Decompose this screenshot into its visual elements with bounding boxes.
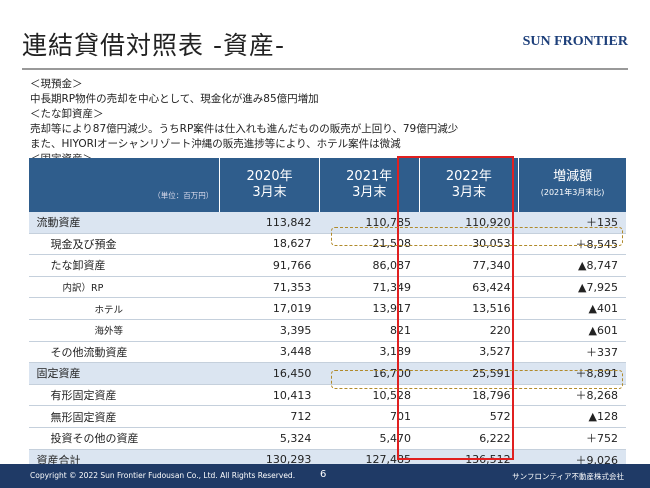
header-line: 増減額 <box>553 169 593 184</box>
dashed-box <box>331 370 623 389</box>
logo: SUN FRONTIER <box>522 34 628 49</box>
cell: 821 <box>319 319 420 342</box>
dashed-box <box>331 227 623 246</box>
note-text: 中長期RP物件の売却を中心として、現金化が進み85億円増加 <box>30 93 319 105</box>
cell: 701 <box>319 405 420 428</box>
cell: 17,019 <box>219 297 320 320</box>
footer: Copyright © 2022 Sun Frontier Fudousan C… <box>0 464 650 488</box>
note: また、HIYORIオーシャンリゾート沖縄の販売進捗等により、ホテル案件は微減 <box>30 136 630 151</box>
cell: 10,413 <box>219 384 320 407</box>
cell: ＋8,545 <box>518 233 626 256</box>
row: たな卸資産 91,766 86,087 77,340 ▲8,747 <box>28 254 626 277</box>
row: 投資その他の資産 5,324 5,470 6,222 ＋752 <box>28 427 626 450</box>
cell: 18,796 <box>419 384 519 407</box>
cell: 3,395 <box>219 319 320 342</box>
cell: 13,917 <box>319 297 420 320</box>
balance-table: （単位：百万円） 2020年 3月末 2021年 3月末 2022年 3月末 増減額 (2021… <box>27 158 626 472</box>
row-label: 投資その他の資産 <box>28 427 220 450</box>
note-text: また、HIYORIオーシャンリゾート沖縄の販売進捗等により、ホテル案件は微減 <box>30 138 401 150</box>
row-label: 現金及び預金 <box>28 233 220 256</box>
header-line: 2022年 <box>445 169 492 184</box>
cell: ＋752 <box>518 427 626 450</box>
cell: 10,528 <box>319 384 420 407</box>
title: 連結貸借対照表 -資産- <box>22 31 285 60</box>
cell: 16,700 <box>319 362 420 385</box>
cell: 572 <box>419 405 519 428</box>
column-header: 2021年 3月末 <box>318 158 420 212</box>
row-label: 有形固定資産 <box>28 384 220 407</box>
row: その他流動資産 3,448 3,189 3,527 ＋337 <box>28 341 626 364</box>
row: 無形固定資産 712 701 572 ▲128 <box>28 405 626 428</box>
header-line: 3月末 <box>451 185 486 200</box>
note-label: ＜現預金＞ <box>30 78 83 90</box>
header-line: 2021年 <box>346 169 393 184</box>
cell: 712 <box>219 405 320 428</box>
page-number: 6 <box>320 469 327 480</box>
cell: 3,448 <box>219 341 320 364</box>
cell: 91,766 <box>219 254 320 277</box>
row: 内訳）RP 71,353 71,349 63,424 ▲7,925 <box>28 276 626 299</box>
note-label: ＜たな卸資産＞ <box>30 108 104 120</box>
cell: 18,627 <box>219 233 320 256</box>
cell: 86,087 <box>319 254 420 277</box>
header-line: 2020年 <box>246 169 293 184</box>
cell: ▲128 <box>518 405 626 428</box>
unit: （単位：百万円） <box>27 158 220 212</box>
cell: 71,353 <box>219 276 320 299</box>
column-header: 増減額 (2021年3月末比) <box>518 158 626 212</box>
cell: 71,349 <box>319 276 420 299</box>
cell: ▲8,747 <box>518 254 626 277</box>
row-label: 無形固定資産 <box>28 405 220 428</box>
cell: ▲601 <box>518 319 626 342</box>
row-label: その他流動資産 <box>28 341 220 364</box>
row-label: 海外等 <box>28 319 220 342</box>
highlight-box <box>397 156 514 460</box>
row: 現金及び預金 18,627 21,508 30,053 ＋8,545 <box>28 233 626 256</box>
column-header: 2022年 3月末 <box>418 158 519 212</box>
header-line: 3月末 <box>352 185 387 200</box>
cell: ▲401 <box>518 297 626 320</box>
cell: 16,450 <box>219 362 320 385</box>
cell: 63,424 <box>419 276 519 299</box>
cell: ▲7,925 <box>518 276 626 299</box>
row-label: たな卸資産 <box>28 254 220 277</box>
cell: 77,340 <box>419 254 519 277</box>
row: 海外等 3,395 821 220 ▲601 <box>28 319 626 342</box>
row: ホテル 17,019 13,917 13,516 ▲401 <box>28 297 626 320</box>
note-text: 売却等により87億円減少。うちRP案件は仕入れも進んだものの販売が上回り、79億… <box>30 123 459 135</box>
cell: ＋337 <box>518 341 626 364</box>
cell: 30,053 <box>419 233 519 256</box>
cell: 5,470 <box>319 427 420 450</box>
row-label: ホテル <box>28 297 220 320</box>
cell: 21,508 <box>319 233 420 256</box>
cell: 3,189 <box>319 341 420 364</box>
header-line: 3月末 <box>252 185 287 200</box>
copyright: Copyright © 2022 Sun Frontier Fudousan C… <box>30 471 296 480</box>
cell: 5,324 <box>219 427 320 450</box>
note: ＜現預金＞ 中長期RP物件の売却を中心として、現金化が進み85億円増加 <box>30 76 630 106</box>
cell: 3,527 <box>419 341 519 364</box>
row: 流動資産 113,842 110,785 110,920 ＋135 <box>28 212 626 234</box>
row: 有形固定資産 10,413 10,528 18,796 ＋8,268 <box>28 384 626 407</box>
note: ＜たな卸資産＞ 売却等により87億円減少。うちRP案件は仕入れも進んだものの販売が… <box>30 106 630 136</box>
row-label: 固定資産 <box>28 362 220 385</box>
cell: 220 <box>419 319 519 342</box>
rule <box>22 68 628 70</box>
cell: 25,591 <box>419 362 519 385</box>
row-label: 内訳）RP <box>28 276 220 299</box>
header-line: (2021年3月末比) <box>540 188 605 197</box>
column-header: 2020年 3月末 <box>219 158 320 212</box>
cell: 113,842 <box>219 212 320 234</box>
cell: 6,222 <box>419 427 519 450</box>
cell: 13,516 <box>419 297 519 320</box>
cell: ＋8,268 <box>518 384 626 407</box>
company: サンフロンティア不動産株式会社 <box>512 472 624 481</box>
row-label: 流動資産 <box>28 212 220 234</box>
